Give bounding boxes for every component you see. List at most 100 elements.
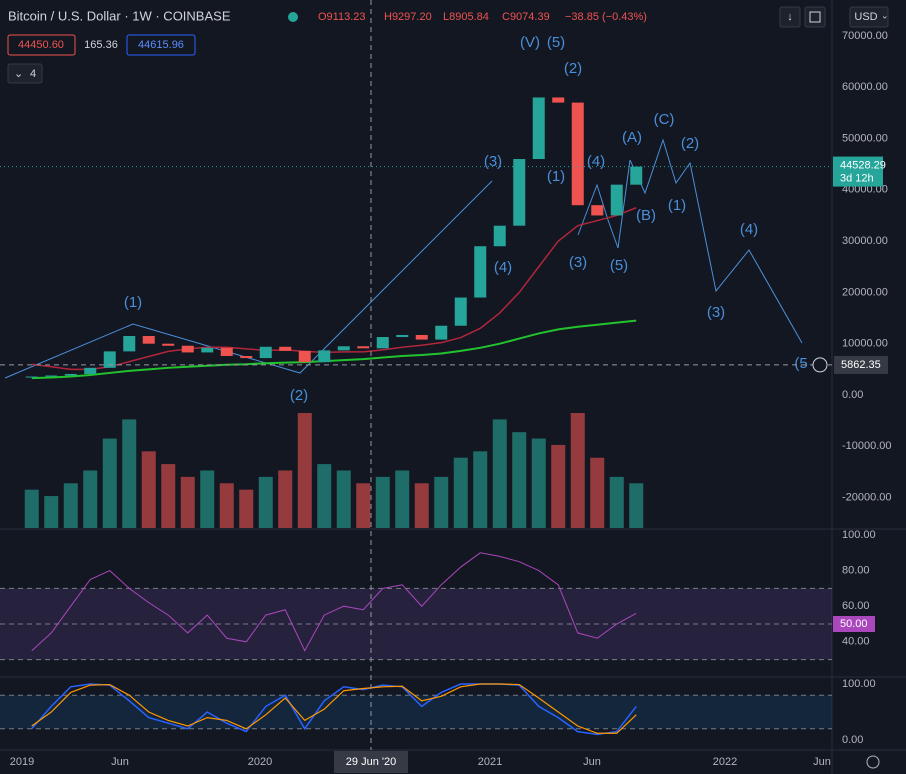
- wave-label: (B): [636, 207, 656, 224]
- candle: [220, 347, 233, 357]
- wave-label: (2): [564, 60, 582, 77]
- wave-projection: [629, 138, 803, 344]
- volume-bar: [434, 476, 449, 528]
- wave-label: (1): [124, 294, 142, 311]
- candle: [181, 345, 194, 353]
- moving-average: [31, 207, 637, 371]
- volume-bar: [395, 470, 410, 528]
- header: Bitcoin / U.S. Dollar · 1W · COINBASE O9…: [7, 6, 889, 84]
- bid[interactable]: 44450.60: [18, 39, 64, 51]
- volume-bar: [83, 470, 98, 528]
- ohlc-change: −38.85 (−0.43%): [565, 11, 647, 23]
- volume-bar: [531, 438, 546, 528]
- indicators-toggle[interactable]: [7, 63, 43, 84]
- candle: [25, 376, 38, 378]
- currency[interactable]: USD: [854, 11, 877, 23]
- rsi-tick-label: 80.00: [842, 565, 870, 577]
- wave-label: (V): [520, 34, 540, 51]
- fullscreen-icon[interactable]: [809, 11, 821, 23]
- wave-label: (4): [494, 259, 512, 276]
- moving-average: [31, 319, 637, 380]
- sell-button[interactable]: [7, 34, 76, 56]
- candle: [474, 246, 487, 298]
- candle: [201, 347, 214, 353]
- volume-bar: [356, 483, 371, 528]
- rsi-tick-label: 60.00: [842, 600, 870, 612]
- candle: [64, 373, 77, 376]
- candle: [279, 346, 292, 351]
- buy-button[interactable]: [126, 34, 196, 56]
- volume-bar: [180, 476, 195, 528]
- crosshair-date: 29 Jun '20: [346, 756, 396, 768]
- y-tick-label: 20000.00: [842, 286, 888, 298]
- candle: [357, 346, 370, 349]
- volume-bar: [258, 476, 273, 528]
- wave-label: (4): [740, 221, 758, 238]
- y-tick-label: -10000.00: [842, 440, 892, 452]
- volume-bar: [63, 483, 78, 528]
- volume-bar: [609, 476, 624, 528]
- y-tick-label: 0.00: [842, 389, 863, 401]
- chevron[interactable]: ⌄: [881, 10, 889, 20]
- candle: [337, 346, 350, 351]
- y-tick-label: -20000.00: [842, 492, 892, 504]
- volume-bar: [44, 496, 59, 528]
- x-tick-label: 2022: [713, 756, 737, 768]
- candle: [610, 184, 623, 216]
- volume-bar: [414, 483, 429, 528]
- rsi-tag: [833, 616, 875, 632]
- scroll-button[interactable]: [779, 6, 801, 28]
- wave-label: (1): [668, 197, 686, 214]
- wave-label: (2): [681, 135, 699, 152]
- wave-label: (5): [610, 257, 628, 274]
- ask[interactable]: 44615.96: [138, 39, 184, 51]
- spread: 165.36: [84, 39, 118, 51]
- candle: [259, 346, 272, 359]
- y-tick-label: 40000.00: [842, 184, 888, 196]
- volume-bar: [219, 483, 234, 528]
- status-dot: [288, 12, 298, 22]
- volume-bar: [629, 483, 644, 528]
- volume-bar: [317, 464, 332, 528]
- chevron[interactable]: ⌄: [14, 68, 23, 80]
- candle: [123, 336, 136, 352]
- candle: [376, 337, 389, 349]
- settings-icon[interactable]: [866, 755, 880, 769]
- candle: [396, 334, 409, 338]
- ohlc-close: C9074.39: [502, 11, 550, 23]
- y-tick-label: 50000.00: [842, 132, 888, 144]
- ohlc-low: L8905.84: [443, 11, 489, 23]
- countdown: 3d 12h: [840, 172, 874, 184]
- x-tick-label: Jun: [111, 756, 129, 768]
- indicators-count[interactable]: 4: [30, 68, 36, 80]
- currency-button[interactable]: [849, 6, 889, 28]
- y-tick-label: 10000.00: [842, 338, 888, 350]
- volume-bar: [102, 438, 117, 528]
- wave-label: (3): [569, 254, 587, 271]
- ohlc-high: H9297.20: [384, 11, 432, 23]
- x-tick-label: Jun: [583, 756, 601, 768]
- volume-bar: [122, 419, 137, 528]
- crosshair-price: 5862.35: [841, 359, 881, 371]
- volume-bar: [141, 451, 156, 528]
- down-arrow[interactable]: ↓: [787, 11, 793, 23]
- candle: [532, 97, 545, 160]
- y-tick-label: 70000.00: [842, 30, 888, 42]
- candle: [571, 102, 584, 206]
- volume-bar: [336, 470, 351, 528]
- wave-label: (3): [707, 304, 725, 321]
- y-tick-label: 60000.00: [842, 81, 888, 93]
- y-tick-label: 30000.00: [842, 235, 888, 247]
- wave-label: (4): [587, 153, 605, 170]
- volume-bar: [278, 470, 293, 528]
- stoch-k: [31, 683, 637, 736]
- candle: [415, 334, 428, 340]
- volume-bar: [512, 432, 527, 528]
- stoch-tick-label: 100.00: [842, 678, 876, 690]
- x-tick-label: Jun: [813, 756, 831, 768]
- volume-bar: [239, 489, 254, 528]
- candle: [552, 97, 565, 103]
- fullscreen-button[interactable]: [804, 6, 826, 28]
- volume-bar: [453, 457, 468, 528]
